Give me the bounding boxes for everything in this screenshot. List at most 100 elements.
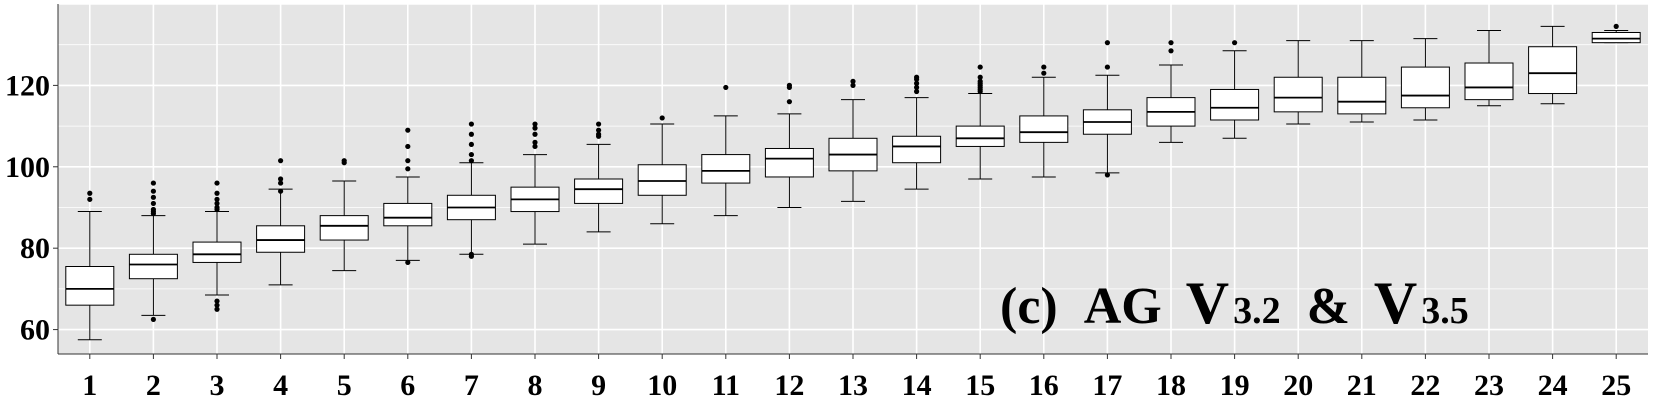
outlier-point xyxy=(850,82,856,88)
outlier-point xyxy=(914,74,920,80)
outlier-point xyxy=(659,115,665,121)
y-tick-label: 60 xyxy=(20,314,50,347)
annotation-v1-letter: V xyxy=(1186,270,1229,336)
annotation-ag: AG xyxy=(1084,278,1162,335)
outlier-point xyxy=(150,316,156,323)
x-tick-label: 23 xyxy=(1474,369,1504,402)
box-iqr xyxy=(65,266,115,306)
outlier-point xyxy=(532,143,538,150)
outlier-point xyxy=(468,141,474,148)
x-tick-label: 12 xyxy=(774,369,804,402)
x-tick-label: 20 xyxy=(1283,369,1313,402)
x-tick-label: 10 xyxy=(647,369,677,402)
box-iqr xyxy=(1464,62,1514,101)
outlier-point xyxy=(278,158,284,164)
x-tick-label: 3 xyxy=(210,369,225,402)
outlier-point xyxy=(468,121,474,127)
x-tick-label: 25 xyxy=(1601,369,1631,402)
outlier-point xyxy=(1041,64,1047,70)
box-7 xyxy=(446,121,496,259)
outlier-point xyxy=(532,131,538,137)
outlier-point xyxy=(150,180,156,186)
box-iqr xyxy=(1337,76,1387,115)
outlier-point xyxy=(977,74,983,80)
box-5 xyxy=(319,158,369,272)
box-25 xyxy=(1591,23,1641,44)
x-tick-label: 15 xyxy=(965,369,995,402)
box-13 xyxy=(828,78,878,202)
box-3 xyxy=(192,180,242,312)
outlier-point xyxy=(214,298,220,304)
x-tick-label: 18 xyxy=(1156,369,1186,402)
box-14 xyxy=(892,74,942,190)
outlier-point xyxy=(914,80,920,86)
box-iqr xyxy=(383,202,433,227)
outlier-point xyxy=(532,125,538,131)
boxes xyxy=(65,23,1641,341)
x-tick-label: 24 xyxy=(1538,369,1568,402)
x-tick-label: 16 xyxy=(1029,369,1059,402)
box-iqr xyxy=(955,125,1005,147)
outlier-point xyxy=(914,88,920,95)
box-9 xyxy=(574,121,624,233)
outlier-point xyxy=(1104,40,1110,46)
outlier-point xyxy=(405,166,411,172)
box-11 xyxy=(701,84,751,217)
box-19 xyxy=(1210,40,1260,139)
x-tick-label: 17 xyxy=(1092,369,1122,402)
y-tick-label: 80 xyxy=(20,232,50,265)
outlier-point xyxy=(468,251,474,257)
outlier-point xyxy=(977,64,983,70)
outlier-point xyxy=(214,196,220,202)
outlier-point xyxy=(278,176,284,182)
outlier-point xyxy=(596,131,602,137)
box-10 xyxy=(637,115,687,225)
x-tick-label: 5 xyxy=(337,369,352,402)
box-22 xyxy=(1400,38,1450,121)
box-iqr xyxy=(637,164,687,196)
annotation-prefix: (c) xyxy=(1000,278,1058,335)
outlier-point xyxy=(214,306,220,312)
outlier-point xyxy=(786,99,793,105)
outlier-point xyxy=(850,78,856,84)
x-tick-label: 11 xyxy=(712,369,740,402)
outlier-point xyxy=(977,78,983,84)
outlier-point xyxy=(1613,23,1619,29)
box-iqr xyxy=(1210,88,1260,121)
box-iqr xyxy=(892,135,942,164)
box-iqr xyxy=(1528,46,1578,95)
x-tick-label: 1 xyxy=(82,369,97,402)
y-tick-labels: 60 80 100 120 xyxy=(5,69,58,347)
outlier-point xyxy=(214,180,220,186)
x-tick-label: 7 xyxy=(464,369,479,402)
outlier-point xyxy=(87,190,93,196)
outlier-point xyxy=(150,206,156,213)
box-iqr xyxy=(1273,76,1323,113)
outlier-point xyxy=(532,139,538,145)
box-iqr xyxy=(1400,66,1450,109)
outlier-point xyxy=(1168,48,1174,54)
outlier-point xyxy=(214,190,220,196)
box-4 xyxy=(256,158,306,286)
annotation-v2-sub: 3.5 xyxy=(1421,290,1469,332)
box-iqr xyxy=(128,253,178,280)
box-iqr xyxy=(192,241,242,263)
x-tick-labels: 1 2 3 4 5 6 7 8 9 10 11 12 13 14 15 16 17 18 19 20 21 22 23 24 2… xyxy=(82,354,1631,402)
box-iqr xyxy=(256,225,306,253)
box-20 xyxy=(1273,40,1323,125)
outlier-point xyxy=(405,143,411,150)
chart-annotation: (c) AG V 3.2 & V 3.5 xyxy=(1000,270,1469,336)
outlier-point xyxy=(596,121,602,127)
outlier-point xyxy=(596,127,602,133)
outlier-point xyxy=(150,200,156,207)
box-1 xyxy=(65,190,115,341)
outlier-point xyxy=(278,188,284,194)
x-tick-label: 21 xyxy=(1347,369,1377,402)
x-tick-label: 22 xyxy=(1410,369,1440,402)
outlier-point xyxy=(150,194,156,200)
annotation-amp: & xyxy=(1307,278,1350,335)
outlier-point xyxy=(214,302,220,308)
x-tick-label: 6 xyxy=(400,369,415,402)
box-24 xyxy=(1528,25,1578,105)
box-21 xyxy=(1337,40,1387,123)
